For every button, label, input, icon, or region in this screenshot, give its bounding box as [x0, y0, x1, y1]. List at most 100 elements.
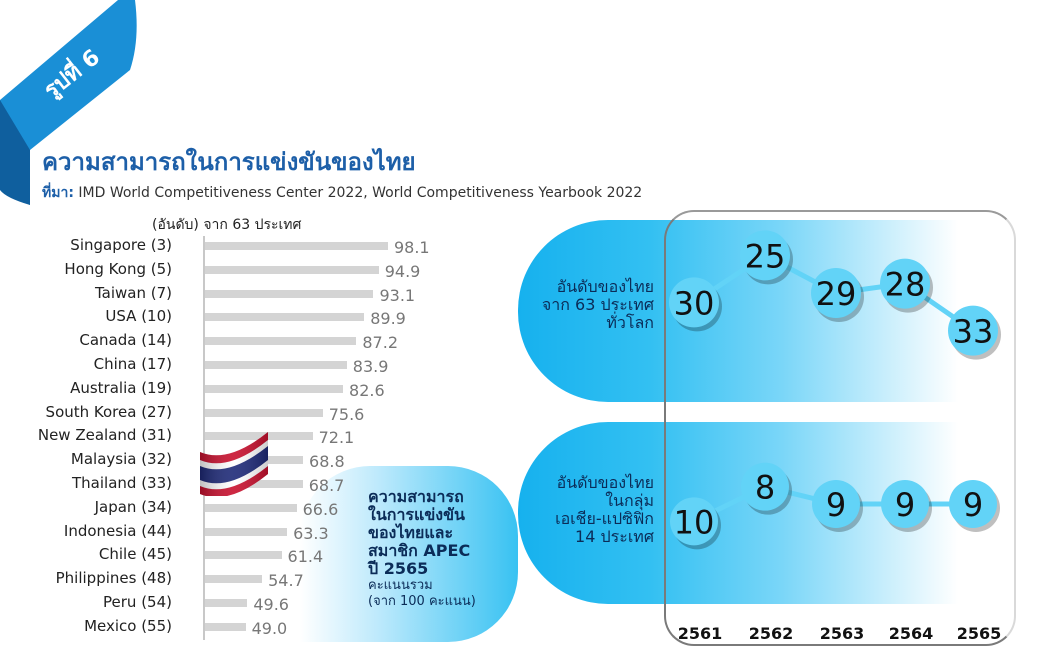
bar-category-label: Singapore (3): [70, 236, 172, 254]
bar-row: Taiwan (7) 93.1: [0, 283, 430, 305]
bar-row: Indonesia (44) 63.3: [0, 521, 430, 543]
year-tick-label: 2563: [819, 624, 865, 643]
bar-category-label: New Zealand (31): [37, 426, 172, 445]
bar-value-label: 49.0: [251, 618, 288, 638]
thai-flag-icon: [200, 432, 268, 496]
rank-point: [741, 462, 789, 511]
bar-row: Peru (54) 49.6: [0, 593, 430, 614]
bar: [205, 337, 357, 346]
bar-value-label: 54.7: [268, 571, 304, 591]
asia-label-line-4: 14 ประเทศ: [575, 527, 654, 546]
bar-row: China (17) 83.9: [0, 355, 430, 376]
bar-category-label: Australia (19): [70, 378, 172, 397]
bar-row: Australia (19) 82.6: [0, 378, 430, 400]
apec-line-7: (จาก 100 คะแนน): [368, 594, 476, 609]
rank-point: [948, 305, 998, 356]
bar-row: Canada (14) 87.2: [0, 331, 430, 353]
source-prefix: ที่มา:: [42, 185, 74, 201]
bar: [205, 265, 379, 274]
bar-category-label: Mexico (55): [84, 616, 172, 635]
bar-value-label: 63.3: [293, 523, 329, 543]
source-note: ที่มา: IMD World Competitiveness Center …: [42, 182, 642, 204]
bar-value-label: 68.8: [309, 452, 345, 472]
rank-point: [949, 480, 997, 528]
world-rank-label: อันดับของไทย จาก 63 ประเทศ ทั่วโลก: [520, 278, 654, 332]
bar: [205, 408, 323, 417]
rank-value-label: 30: [674, 284, 715, 322]
rank-value-label: 9: [826, 486, 846, 524]
bar-category-label: Japan (34): [94, 497, 172, 516]
bar-row: Japan (34) 66.6: [0, 497, 430, 519]
bar: [205, 599, 248, 607]
rank-point: [740, 230, 790, 281]
rank-point: [669, 277, 719, 328]
bar-value-label: 89.9: [370, 309, 406, 329]
bar-value-label: 94.9: [384, 261, 421, 281]
bar-row: South Korea (27) 75.6: [0, 403, 430, 424]
bar-row: USA (10) 89.9: [0, 307, 430, 329]
bar-value-label: 93.1: [379, 285, 416, 305]
bar: [205, 384, 344, 393]
world-label-line-1: อันดับของไทย: [556, 277, 654, 296]
figure-ribbon: [0, 0, 137, 205]
bar: [205, 551, 282, 560]
rank-point: [670, 497, 718, 546]
year-tick-label: 2565: [956, 624, 1002, 643]
bar-value-label: 98.1: [393, 238, 430, 257]
rank-panel-frame: [664, 210, 1016, 646]
asia-label-line-1: อันดับของไทย: [556, 473, 654, 492]
rank-value-label: 9: [963, 486, 983, 524]
bar-category-label: USA (10): [105, 307, 172, 326]
year-tick-label: 2561: [677, 624, 723, 643]
rank-value-label: 25: [745, 237, 786, 275]
bar-axis-line: [203, 236, 205, 640]
chart-title: ความสามารถในการแข่งขันของไทย: [42, 148, 416, 176]
bar-category-label: Chile (45): [98, 545, 172, 564]
rank-value-label: 33: [953, 313, 994, 351]
world-label-line-2: จาก 63 ประเทศ: [541, 295, 654, 314]
rank-value-label: 8: [755, 469, 775, 507]
bar-value-label: 72.1: [318, 428, 355, 448]
bar: [205, 622, 246, 631]
asia-label-line-2: ในกลุ่ม: [605, 491, 654, 510]
bar-row: Singapore (3) 98.1: [0, 236, 430, 257]
apec-line-3: ของไทยและ: [368, 523, 454, 542]
bar: [205, 527, 288, 536]
apec-callout-text: ความสามารถ ในการแข่งขัน ของไทยและ สมาชิก…: [368, 488, 476, 610]
bar-value-label: 75.6: [328, 404, 365, 424]
bar-value-label: 68.7: [308, 476, 345, 495]
bar: [205, 432, 313, 441]
bar: [205, 289, 374, 298]
bar-value-label: 66.6: [302, 499, 339, 519]
apec-line-2: ในการแข่งขัน: [368, 505, 465, 524]
bar-category-label: Taiwan (7): [94, 283, 172, 302]
source-text: IMD World Competitiveness Center 2022, W…: [78, 185, 643, 201]
bar-row: Mexico (55) 49.0: [0, 616, 430, 638]
bar-row: Chile (45) 61.4: [0, 545, 430, 567]
bar-row: Hong Kong (5) 94.9: [0, 260, 430, 281]
bar-category-label: China (17): [93, 355, 172, 373]
bar-row: Philippines (48) 54.7: [0, 569, 430, 591]
bar: [205, 313, 365, 322]
bar: [205, 361, 347, 369]
bar-category-label: Peru (54): [103, 593, 172, 611]
bar-value-label: 82.6: [349, 380, 385, 400]
bar-value-label: 83.9: [352, 357, 389, 376]
year-tick-label: 2562: [748, 624, 794, 643]
bar-category-label: Indonesia (44): [63, 521, 172, 540]
apec-line-1: ความสามารถ: [368, 487, 464, 506]
rank-point: [881, 480, 929, 528]
bar-value-label: 87.2: [362, 333, 398, 353]
bar-category-label: Canada (14): [79, 331, 172, 350]
world-rank-band: [518, 220, 958, 402]
bar-category-label: Malaysia (32): [70, 450, 172, 469]
rank-unit-note: (อันดับ) จาก 63 ประเทศ: [152, 217, 302, 233]
apec-line-4: สมาชิก APEC: [368, 541, 471, 560]
bar-category-label: Philippines (48): [55, 569, 172, 588]
rank-value-label: 9: [895, 486, 915, 524]
apec-line-6: คะแนนรวม: [368, 578, 433, 593]
bar-value-label: 61.4: [287, 547, 324, 567]
bar: [205, 575, 263, 584]
bar-row: New Zealand (31) 72.1: [0, 426, 430, 448]
